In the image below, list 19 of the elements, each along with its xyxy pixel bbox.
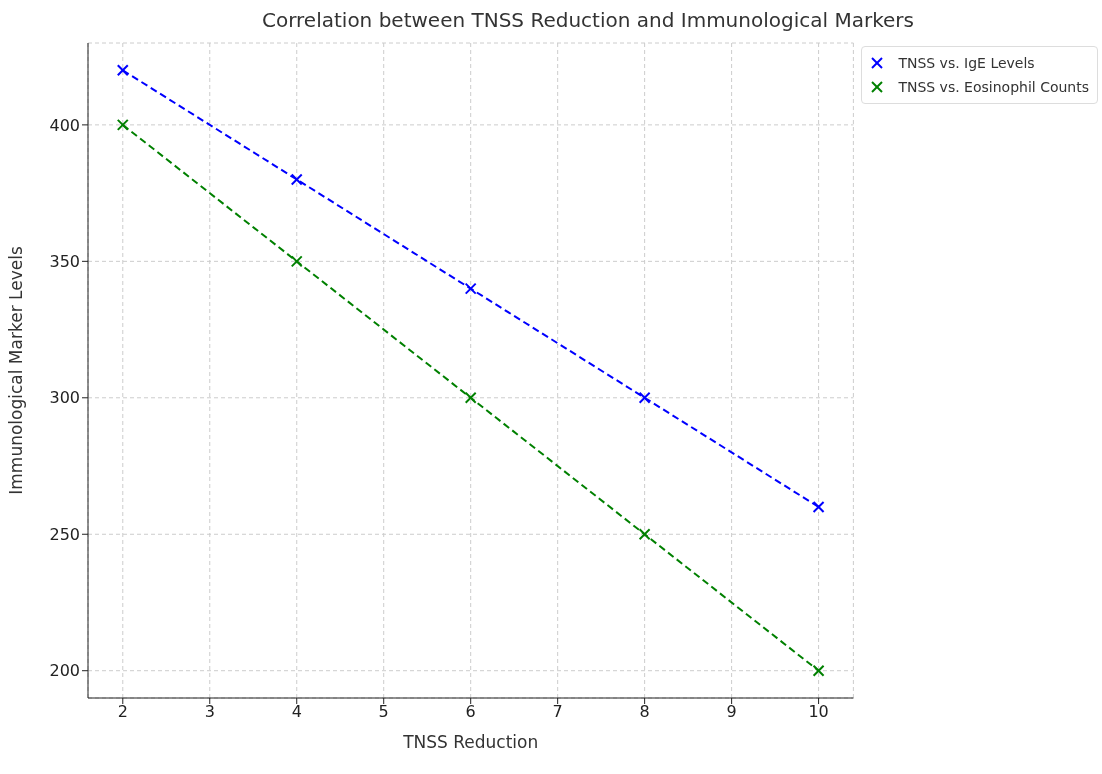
x-axis-title: TNSS Reduction [402, 732, 539, 752]
legend-label: TNSS vs. IgE Levels [898, 54, 1035, 73]
x-tick-label: 6 [465, 702, 476, 722]
chart-title: Correlation between TNSS Reduction and Immunological Markers [261, 8, 915, 34]
x-tick-label: 8 [639, 702, 650, 722]
x-tick-label: 2 [117, 702, 128, 722]
x-tick-label: 10 [808, 702, 829, 722]
x-tick-label: 5 [378, 702, 389, 722]
y-tick-label: 350 [49, 252, 80, 272]
legend-label: TNSS vs. Eosinophil Counts [898, 78, 1089, 97]
x-tick-label: 9 [726, 702, 737, 722]
x-tick-label: 4 [291, 702, 302, 722]
y-tick-label: 300 [49, 388, 80, 408]
x-tick-label: 3 [204, 702, 215, 722]
y-axis-title: Immunological Marker Levels [6, 246, 27, 495]
y-tick-label: 200 [49, 661, 80, 681]
x-tick-label: 7 [552, 702, 563, 722]
y-tick-label: 400 [49, 115, 80, 135]
y-tick-label: 250 [49, 524, 80, 544]
